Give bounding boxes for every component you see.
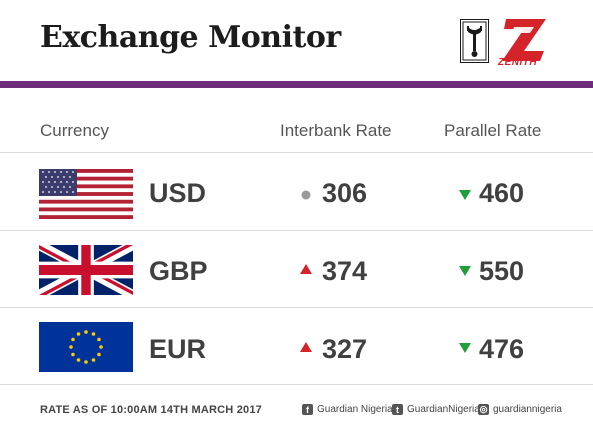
interbank-rate: 374 <box>322 256 368 286</box>
accent-bar <box>0 81 593 88</box>
zenith-brand-text: ZENITH <box>498 57 538 68</box>
parallel-rate: 476 <box>479 334 525 364</box>
page-title: Exchange Monitor <box>40 20 341 55</box>
rate-timestamp: RATE AS OF 10:00AM 14TH MARCH 2017 <box>40 404 262 416</box>
twitter-handle-text: GuardianNigeria <box>407 404 480 415</box>
down-arrow-icon <box>459 190 471 200</box>
guardian-logo-icon <box>460 19 489 63</box>
currency-code: GBP <box>149 256 208 286</box>
instagram-handle[interactable]: ◎ guardiannigeria <box>478 404 562 415</box>
interbank-rate: 306 <box>322 178 368 208</box>
twitter-handle[interactable]: t GuardianNigeria <box>392 404 480 415</box>
twitter-icon: t <box>392 404 403 415</box>
up-arrow-icon <box>300 264 312 274</box>
divider <box>0 307 593 308</box>
down-arrow-icon <box>459 266 471 276</box>
uk-flag-icon <box>39 245 133 295</box>
parallel-rate: 460 <box>479 178 525 208</box>
column-header-interbank: Interbank Rate <box>280 121 392 140</box>
column-header-currency: Currency <box>40 121 109 140</box>
facebook-handle-text: Guardian Nigeria <box>317 404 393 415</box>
zenith-logo-icon <box>502 19 546 61</box>
divider <box>0 230 593 231</box>
divider <box>0 384 593 385</box>
currency-code: EUR <box>149 334 207 364</box>
divider <box>0 152 593 153</box>
up-arrow-icon <box>300 342 312 352</box>
facebook-icon: f <box>302 404 313 415</box>
column-header-parallel: Parallel Rate <box>444 121 542 140</box>
interbank-rate: 327 <box>322 334 368 364</box>
instagram-icon: ◎ <box>478 404 489 415</box>
us-flag-icon <box>39 169 133 219</box>
down-arrow-icon <box>459 343 471 353</box>
currency-code: USD <box>149 178 207 208</box>
eu-flag-icon <box>39 322 133 372</box>
facebook-handle[interactable]: f Guardian Nigeria <box>302 404 393 415</box>
instagram-handle-text: guardiannigeria <box>493 404 562 415</box>
neutral-dot-icon <box>301 190 311 200</box>
parallel-rate: 550 <box>479 256 525 286</box>
